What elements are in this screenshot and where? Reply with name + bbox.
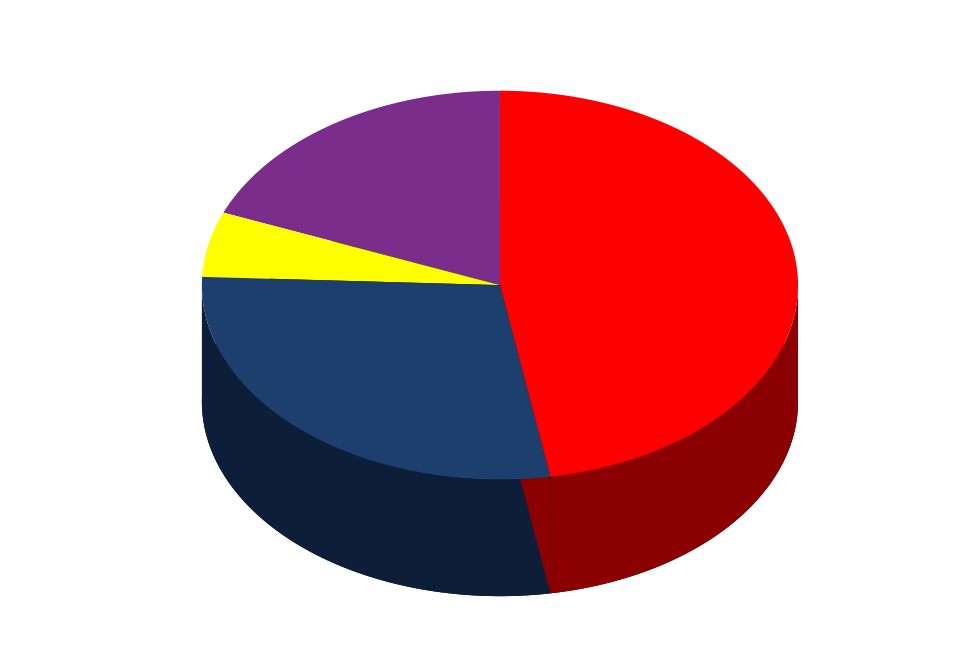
Polygon shape bbox=[550, 285, 798, 594]
Polygon shape bbox=[203, 213, 500, 285]
Polygon shape bbox=[223, 91, 500, 285]
Polygon shape bbox=[500, 285, 550, 594]
Polygon shape bbox=[202, 207, 798, 596]
Polygon shape bbox=[202, 277, 550, 480]
Polygon shape bbox=[500, 91, 798, 477]
Polygon shape bbox=[500, 285, 550, 594]
Polygon shape bbox=[202, 284, 550, 596]
